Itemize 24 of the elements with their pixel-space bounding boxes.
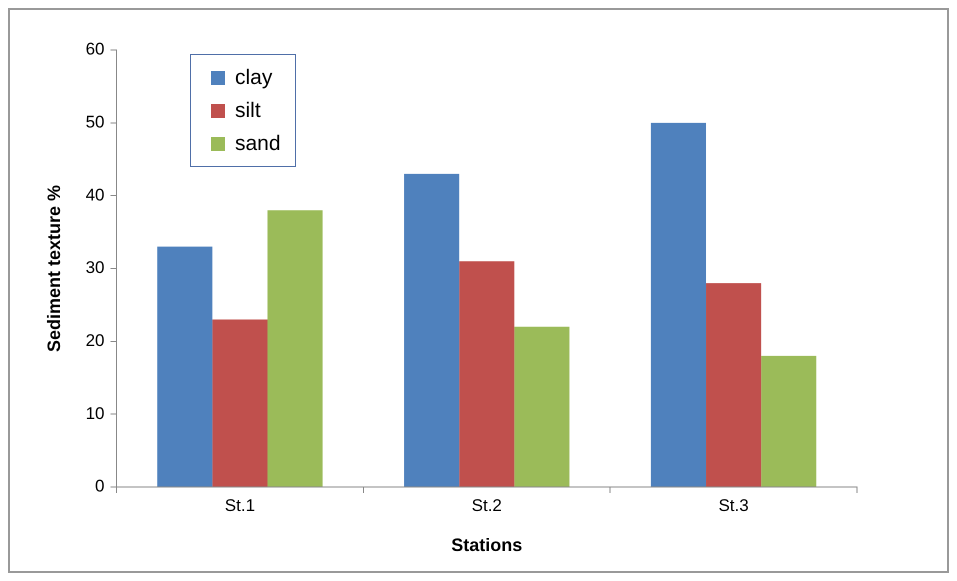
y-tick-label: 50 [86, 112, 105, 132]
bar [157, 246, 212, 486]
y-tick-label: 0 [95, 476, 105, 496]
y-tick-label: 60 [86, 40, 105, 59]
legend-label: sand [235, 132, 281, 156]
bar [514, 326, 570, 486]
bar [650, 122, 706, 486]
bar [459, 261, 514, 486]
y-tick-label: 40 [86, 185, 105, 204]
y-tick-label: 10 [86, 404, 105, 423]
bar [761, 356, 816, 486]
legend-label: clay [235, 66, 272, 90]
bar [706, 283, 762, 486]
y-axis-title: Sediment texture % [44, 184, 64, 352]
x-tick-label: St.3 [718, 496, 749, 515]
legend-label: silt [235, 98, 261, 122]
y-tick-label: 30 [86, 258, 105, 278]
bar [404, 174, 460, 486]
bar [267, 210, 323, 486]
x-tick-label: St.1 [224, 496, 256, 515]
x-axis-title: Stations [451, 535, 522, 556]
y-tick-label: 20 [86, 331, 105, 350]
x-tick-label: St.2 [472, 496, 502, 515]
bar [212, 319, 268, 486]
